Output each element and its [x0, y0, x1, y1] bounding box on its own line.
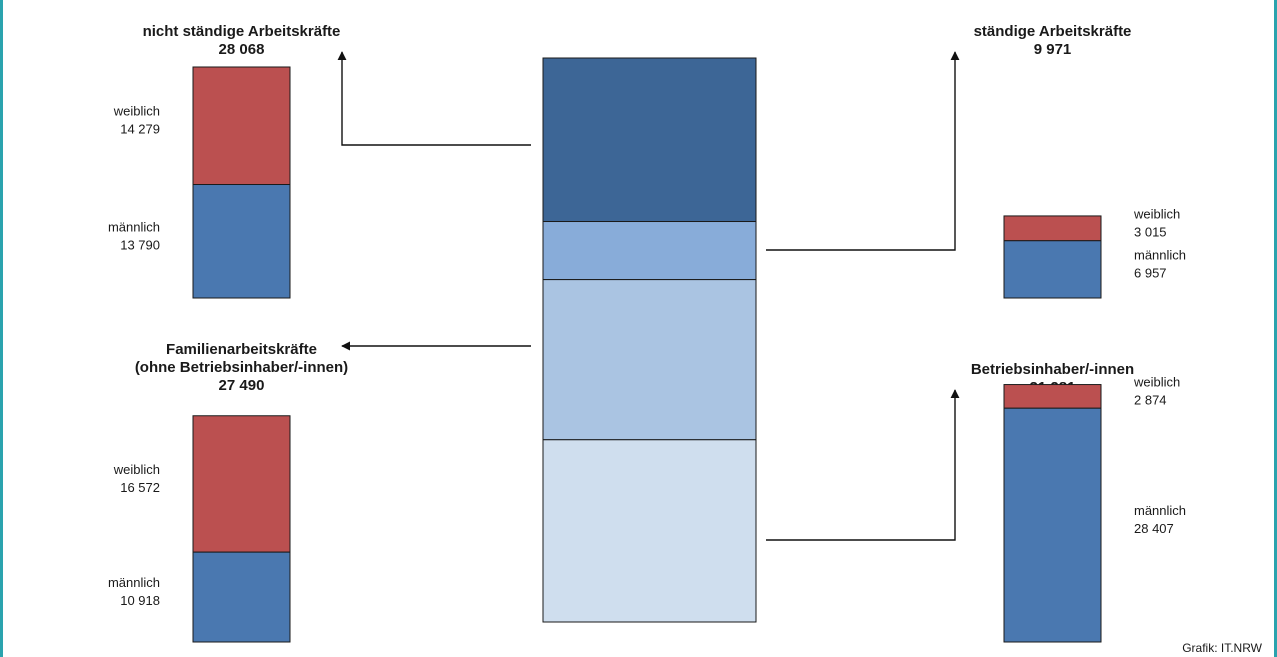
female-value: 3 015: [1134, 224, 1167, 239]
male-segment: [1003, 240, 1102, 299]
connector-arrows: [337, 51, 960, 541]
male-label: männlich: [1134, 247, 1186, 262]
group-title: nicht ständige Arbeitskräfte: [143, 23, 341, 40]
connector-arrow: [337, 51, 531, 146]
female-label: weiblich: [113, 104, 160, 119]
center-segment: [542, 57, 757, 223]
center-segment: [542, 221, 757, 281]
group-title: ständige Arbeitskräfte: [974, 23, 1132, 40]
male-value: 13 790: [120, 237, 160, 252]
female-segment: [192, 66, 291, 186]
female-label: weiblich: [1133, 374, 1180, 389]
center-segment: [542, 279, 757, 441]
group-total: 27 490: [219, 377, 265, 394]
male-value: 6 957: [1134, 265, 1167, 280]
male-segment: [1003, 407, 1102, 643]
female-value: 2 874: [1134, 392, 1167, 407]
female-value: 16 572: [120, 480, 160, 495]
male-segment: [192, 184, 291, 299]
group-inhaber: Betriebsinhaber/-innen31 281weiblich2 87…: [971, 361, 1186, 643]
group-title: Familienarbeitskräfte: [166, 341, 317, 358]
female-segment: [1003, 215, 1102, 242]
group-title: (ohne Betriebsinhaber/-innen): [135, 359, 348, 376]
group-total: 9 971: [1034, 41, 1072, 58]
center-total-bar: [542, 57, 757, 623]
female-label: weiblich: [113, 462, 160, 477]
male-value: 28 407: [1134, 521, 1174, 536]
group-total: 28 068: [219, 41, 265, 58]
group-familien: Familienarbeitskräfte(ohne Betriebsinhab…: [108, 341, 348, 643]
male-segment: [192, 551, 291, 643]
female-label: weiblich: [1133, 206, 1180, 221]
female-segment: [192, 415, 291, 553]
connector-arrow: [766, 51, 960, 251]
group-title: Betriebsinhaber/-innen: [971, 361, 1134, 378]
male-label: männlich: [108, 575, 160, 590]
female-segment: [1003, 384, 1102, 409]
source-credit: Grafik: IT.NRW: [1182, 641, 1262, 655]
male-label: männlich: [108, 219, 160, 234]
female-value: 14 279: [120, 122, 160, 137]
male-label: männlich: [1134, 503, 1186, 518]
center-segment: [542, 439, 757, 623]
connector-arrow: [766, 389, 960, 541]
male-value: 10 918: [120, 593, 160, 608]
